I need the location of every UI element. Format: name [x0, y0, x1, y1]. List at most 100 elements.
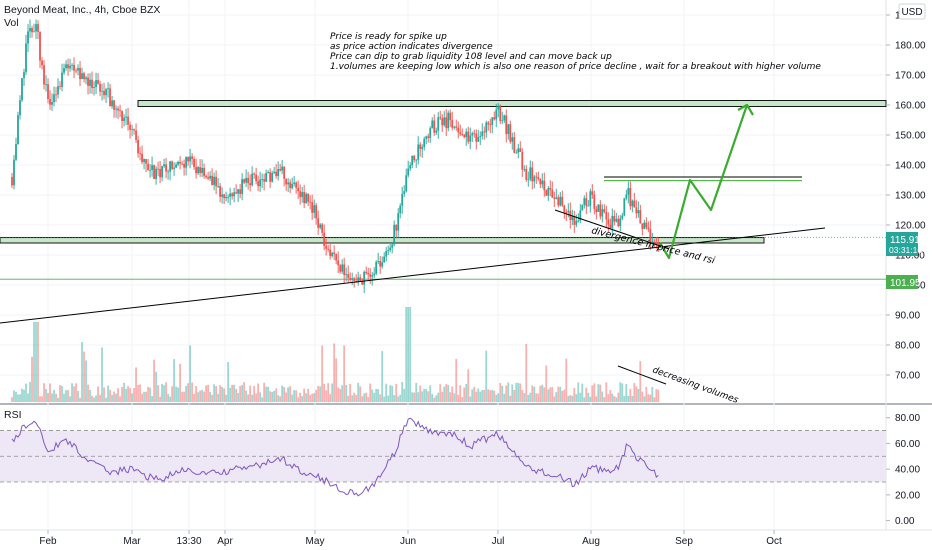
candle-body [645, 222, 648, 228]
candle-body [571, 216, 574, 221]
volume-bar [527, 394, 530, 402]
volume-bar [241, 384, 244, 402]
volume-bar [67, 390, 69, 402]
time-axis[interactable]: Feb Mar 13:30 Apr May Jun Jul Aug Sep Oct [39, 530, 782, 547]
price-tick-label: 80.00 [895, 341, 920, 352]
rsi-line-group [11, 417, 659, 497]
candle-body [265, 173, 268, 182]
candle-body [529, 167, 532, 180]
price-axis[interactable]: 150.00180.00170.00160.00150.00140.00130.… [886, 11, 926, 382]
price-tick-label: 70.00 [895, 371, 920, 382]
candle-body [97, 80, 99, 84]
last-price-tag[interactable]: 115.91 03:31:16 [886, 232, 922, 256]
symbol-title[interactable]: Beyond Meat, Inc., 4h, Cboe BZX [4, 4, 160, 16]
volume-bar [385, 383, 388, 402]
volume-bar [569, 395, 572, 402]
volume-bar [273, 390, 276, 402]
candle-body [439, 117, 442, 119]
volume-bar [467, 369, 470, 402]
candle-body [15, 144, 17, 160]
candle-body [585, 198, 588, 207]
rsi-axis[interactable]: 80.00 60.00 40.00 20.00 0.00 [886, 413, 920, 527]
volume-bar [11, 397, 13, 402]
volume-bar [33, 322, 35, 402]
candle-body [581, 204, 584, 211]
rsi-band [0, 430, 886, 483]
candle-body [247, 177, 250, 184]
volume-bar [481, 389, 484, 402]
volume-bar [515, 382, 518, 402]
volume-bar [343, 345, 346, 402]
volume-bar [553, 396, 556, 402]
candle-body [57, 86, 59, 95]
candle-body [187, 157, 189, 162]
volume-bar [575, 394, 578, 402]
volume-bar [361, 396, 364, 402]
candle-body [275, 171, 278, 177]
candle-body [207, 177, 209, 179]
volume-bar [345, 385, 348, 402]
candle-body [499, 105, 502, 122]
price-pane[interactable] [0, 0, 886, 402]
volume-bar [199, 390, 201, 402]
candle-body [193, 158, 195, 168]
candle-body [479, 136, 482, 137]
volume-bar [519, 383, 522, 402]
volume-bar [61, 385, 63, 402]
volume-bar [577, 382, 580, 402]
volume-bar [513, 389, 516, 402]
volume-bar [505, 385, 508, 402]
volume-bar [625, 383, 628, 402]
candle-body [577, 220, 580, 222]
volume-bar [349, 383, 352, 402]
candle-body [545, 190, 548, 196]
currency-button[interactable]: USD [898, 3, 926, 20]
candle-body [21, 78, 23, 101]
candle-body [223, 194, 226, 199]
candle-body [391, 244, 394, 248]
volume-bar [381, 351, 384, 402]
volume-bar [367, 397, 370, 402]
volume-bar [163, 385, 165, 402]
price-tick-label: 120.00 [895, 221, 926, 232]
candle-body [525, 168, 528, 180]
candle-body [539, 179, 542, 185]
candle-body [639, 210, 642, 224]
candle-body [543, 180, 546, 191]
volume-bar [119, 396, 121, 402]
last-price-value: 115.91 [890, 235, 920, 246]
volume-bar [655, 389, 658, 402]
candle-body [623, 198, 626, 216]
candle-body [513, 137, 516, 153]
candle-body [383, 256, 386, 263]
divergence-line [554, 209, 670, 250]
volume-bar [531, 385, 534, 402]
candle-body [243, 179, 246, 183]
price-tick-label: 160.00 [895, 101, 926, 112]
candle-body [641, 223, 644, 229]
volume-bar [415, 382, 418, 402]
volume-bar [17, 394, 19, 402]
level-price-tag[interactable]: 101.95 [886, 275, 921, 289]
candle-body [321, 224, 324, 233]
time-tick-label: May [306, 536, 325, 547]
candle-body [625, 194, 628, 199]
candle-body [67, 64, 69, 69]
time-tick-label: Apr [217, 536, 233, 547]
volume-bar [151, 396, 153, 402]
candle-body [429, 128, 432, 138]
volume-bar [521, 389, 524, 402]
volume-bar [43, 383, 45, 402]
volume-bar [141, 393, 143, 402]
candle-body [135, 130, 137, 140]
volume-bar [479, 391, 482, 402]
candle-body [191, 156, 193, 159]
volume-bar [453, 393, 456, 402]
volume-bar [309, 395, 312, 402]
volume-bar [355, 394, 358, 402]
volume-bar [189, 345, 191, 402]
price-tick-label: 180.00 [895, 41, 926, 52]
candle-body [405, 175, 408, 192]
volume-bar [257, 383, 260, 402]
